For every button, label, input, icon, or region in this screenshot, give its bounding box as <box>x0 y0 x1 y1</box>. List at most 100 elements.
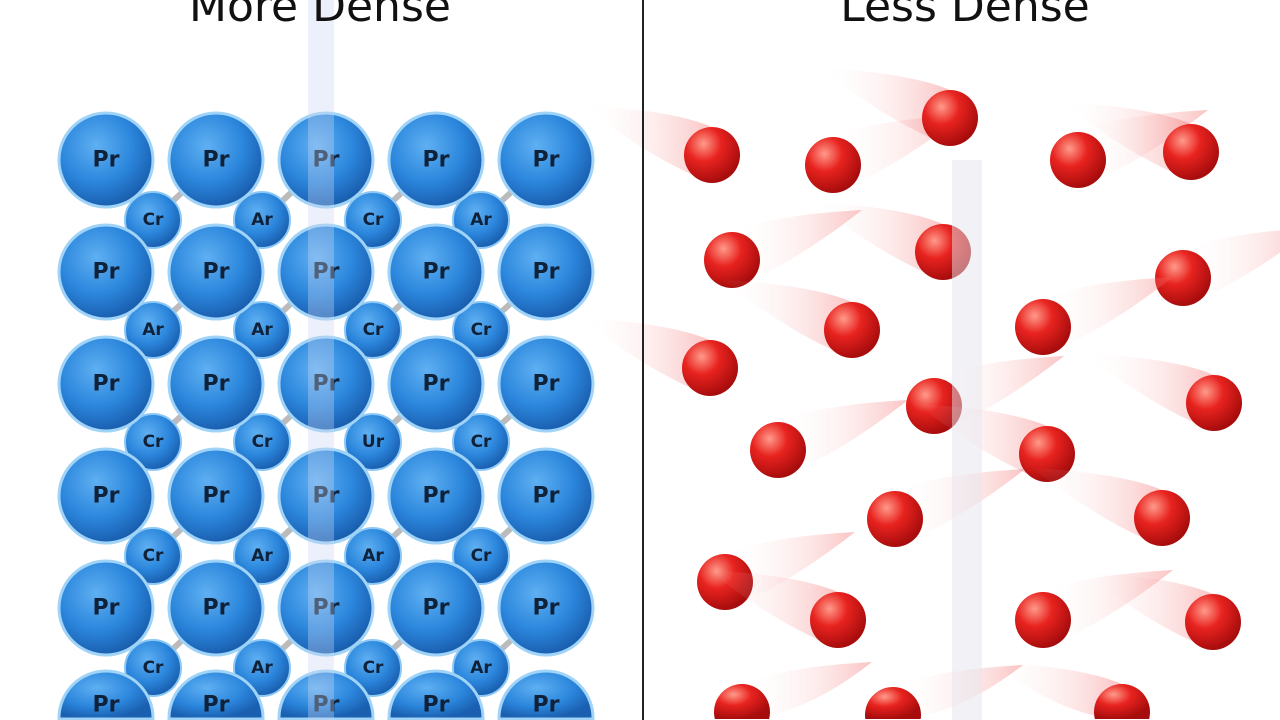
light-beam <box>952 160 982 720</box>
large-atom-label: Pr <box>533 596 560 621</box>
large-atom: Pr <box>497 223 595 321</box>
small-atom: Ur <box>344 413 402 471</box>
large-atom-label: Pr <box>533 372 560 397</box>
large-atom-label: Pr <box>313 596 340 621</box>
large-atom: Pr <box>277 223 375 321</box>
large-atom: Pr <box>277 669 375 720</box>
gas-particle <box>820 68 978 146</box>
gas-particle <box>1032 468 1190 546</box>
particle-ball <box>750 422 806 478</box>
motion-trail <box>722 280 852 358</box>
small-atom: Cr <box>124 639 182 697</box>
particle-ball <box>922 90 978 146</box>
large-atom: Pr <box>167 223 265 321</box>
large-atom-label: Pr <box>203 148 230 173</box>
motion-trail <box>1043 277 1173 355</box>
small-atom: Cr <box>124 527 182 585</box>
small-atom: Ar <box>233 527 291 585</box>
large-atom-label: Pr <box>203 596 230 621</box>
motion-trail <box>742 662 872 719</box>
large-atom-label: Pr <box>423 260 450 285</box>
large-atom-label: Pr <box>203 484 230 509</box>
small-atom-label: Ar <box>470 658 492 678</box>
motion-trail <box>580 318 710 396</box>
large-atom-label: Pr <box>313 260 340 285</box>
large-atom: Pr <box>167 335 265 433</box>
small-atom-label: Ar <box>251 210 273 230</box>
particle-ball <box>1050 132 1106 188</box>
small-atom-label: Cr <box>471 432 492 452</box>
large-atom: Pr <box>387 335 485 433</box>
small-atom: Cr <box>124 413 182 471</box>
dispersed-particles <box>580 68 1280 719</box>
packed-lattice: Cr Ar Cr Ar Ar Ar Cr Cr Cr Cr Ur Cr Cr Ar Ar Cr Cr Ar Cr Ar… <box>57 111 595 720</box>
large-atom-label: Pr <box>313 372 340 397</box>
particle-ball <box>714 684 770 719</box>
small-atom-label: Cr <box>363 320 384 340</box>
gas-particle <box>1084 353 1242 431</box>
large-atom-label: Pr <box>533 260 560 285</box>
large-atom: Pr <box>387 111 485 209</box>
large-atom: Pr <box>277 559 375 657</box>
small-atom: Cr <box>344 191 402 249</box>
large-atom: Pr <box>497 111 595 209</box>
gas-particle <box>582 105 740 183</box>
large-atom-label: Pr <box>423 148 450 173</box>
gas-particle <box>1155 230 1280 306</box>
small-atom: Ar <box>233 191 291 249</box>
small-atom: Ar <box>452 191 510 249</box>
large-atom-label: Pr <box>533 148 560 173</box>
small-atom: Ar <box>233 301 291 359</box>
large-atom: Pr <box>57 111 155 209</box>
small-atom: Cr <box>344 301 402 359</box>
small-atom-label: Cr <box>143 210 164 230</box>
large-atom: Pr <box>497 559 595 657</box>
gas-particle <box>1083 572 1241 650</box>
small-atom-label: Cr <box>143 658 164 678</box>
gas-particle <box>704 210 862 288</box>
motion-trail <box>813 202 943 280</box>
large-atom-label: Pr <box>423 484 450 509</box>
large-atom-label: Pr <box>533 484 560 509</box>
large-atom: Pr <box>57 223 155 321</box>
small-atom-label: Ar <box>251 658 273 678</box>
gas-particle <box>1015 277 1173 355</box>
light-beam <box>308 0 334 720</box>
large-atom-label: Pr <box>93 596 120 621</box>
large-atom-label: Pr <box>93 693 120 718</box>
particle-ball <box>684 127 740 183</box>
small-atom-label: Cr <box>363 210 384 230</box>
small-atom: Cr <box>233 413 291 471</box>
large-atom: Pr <box>167 111 265 209</box>
large-atom-label: Pr <box>93 484 120 509</box>
large-atom: Pr <box>57 447 155 545</box>
motion-trail <box>582 105 712 183</box>
large-atom: Pr <box>387 669 485 720</box>
particle-ball <box>824 302 880 358</box>
particle-ball <box>1015 299 1071 355</box>
small-atom-label: Ar <box>470 210 492 230</box>
large-atom: Pr <box>387 447 485 545</box>
small-atom: Ar <box>124 301 182 359</box>
small-atom-label: Ar <box>251 546 273 566</box>
gas-particle <box>580 318 738 396</box>
particle-ball <box>1163 124 1219 180</box>
particle-ball <box>1186 375 1242 431</box>
small-atom-label: Cr <box>252 432 273 452</box>
small-atom-label: Ar <box>142 320 164 340</box>
gas-particle <box>865 665 1023 719</box>
particle-ball <box>704 232 760 288</box>
small-atom: Cr <box>452 527 510 585</box>
motion-trail <box>708 570 838 648</box>
motion-trail <box>732 210 862 288</box>
small-atom-label: Ar <box>362 546 384 566</box>
motion-trail <box>992 662 1122 719</box>
small-atom-label: Cr <box>143 432 164 452</box>
small-atom-label: Ar <box>251 320 273 340</box>
large-atom-label: Pr <box>93 260 120 285</box>
particle-ball <box>810 592 866 648</box>
small-atom: Cr <box>452 413 510 471</box>
large-atom: Pr <box>387 223 485 321</box>
gas-particle <box>750 400 908 478</box>
small-atom-label: Cr <box>143 546 164 566</box>
